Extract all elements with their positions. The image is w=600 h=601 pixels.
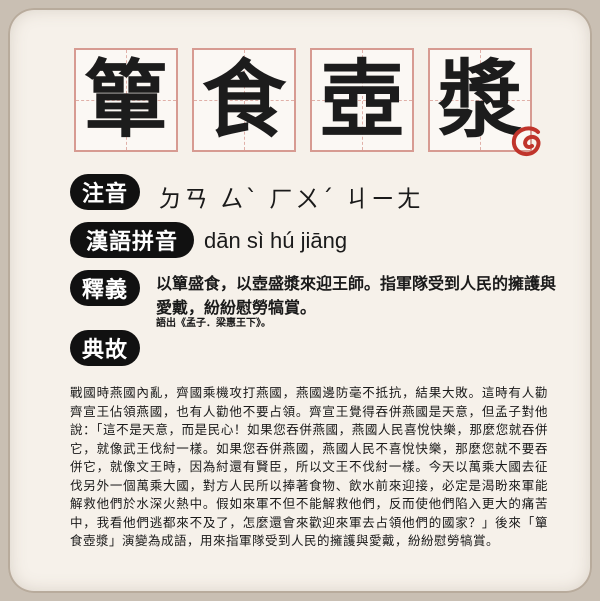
title-char: 漿 xyxy=(437,51,522,149)
idiom-card: 簞 食 壺 漿 注音 ㄉㄢ ㄙˋ ㄏㄨˊ ㄐㄧㄤ 漢語拼音 dān sì hú … xyxy=(8,8,592,593)
pinyin-text: dān sì hú jiāng xyxy=(204,228,348,253)
title-char-box: 食 xyxy=(192,48,296,152)
source-text: 語出《孟子．梁惠王下》。 xyxy=(156,318,271,329)
title-char: 食 xyxy=(201,51,286,149)
story-text: 戰國時燕國內亂，齊國乘機攻打燕國，燕國邊防毫不抵抗，結果大敗。這時有人勸齊宣王佔… xyxy=(70,385,548,548)
label-zhuyin: 注音 xyxy=(70,174,140,210)
zhuyin-text: ㄉㄢ ㄙˋ ㄏㄨˊ ㄐㄧㄤ xyxy=(158,185,423,213)
title-char: 壺 xyxy=(319,51,404,149)
title-char: 簞 xyxy=(83,51,168,149)
label-meaning: 釋義 xyxy=(70,270,140,306)
title-char-box: 壺 xyxy=(310,48,414,152)
label-pinyin: 漢語拼音 xyxy=(70,222,194,258)
swirl-icon xyxy=(511,126,541,156)
title-char-box: 簞 xyxy=(74,48,178,152)
meaning-text: 以簞盛食，以壺盛漿來迎王師。指軍隊受到人民的擁護與愛戴，紛紛慰勞犒賞。 xyxy=(156,274,557,317)
label-story: 典故 xyxy=(70,330,140,366)
